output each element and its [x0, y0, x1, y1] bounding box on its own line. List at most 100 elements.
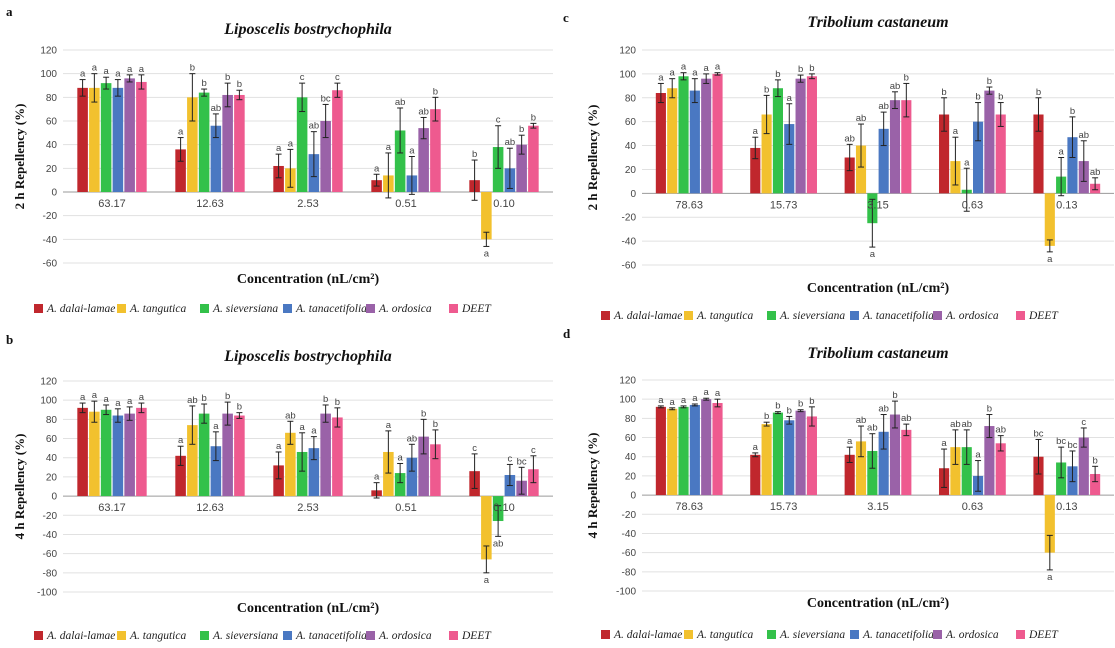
bar [889, 100, 901, 194]
legend-swatch [283, 304, 292, 313]
panel-b: b Liposcelis bostrychophila -100 -80 -60 -40 -… [0, 324, 557, 648]
significance-label: b [237, 79, 242, 90]
legend-swatch [850, 311, 859, 320]
panel-label-a: a [6, 4, 13, 19]
significance-label: b [1036, 87, 1041, 98]
bar [528, 125, 539, 192]
bar [332, 417, 343, 497]
legend-label: A. ordosica [945, 629, 999, 641]
significance-label: ab [395, 97, 406, 108]
significance-label: b [201, 393, 206, 404]
bar [136, 407, 147, 497]
significance-label: ab [878, 101, 889, 112]
category-label: 63.17 [98, 198, 126, 210]
y-axis-label-c: 2 h Repellency (%) [585, 105, 600, 211]
significance-label: ab [995, 425, 1006, 436]
legend-swatch [34, 631, 43, 640]
y-tick-label: -100 [616, 587, 636, 598]
legend-label: A. sieversiana [779, 629, 845, 641]
significance-label: a [692, 393, 698, 404]
significance-label: a [374, 472, 380, 483]
y-tick-label: 60 [625, 117, 637, 128]
significance-label: b [1092, 455, 1097, 466]
significance-label: c [531, 445, 536, 456]
bar [667, 408, 678, 496]
significance-label: a [299, 422, 305, 433]
bar [332, 90, 343, 192]
x-axis-label-d: Concentration (nL/cm²) [807, 596, 950, 611]
bar [77, 87, 88, 192]
bar [761, 424, 772, 496]
legend-swatch [283, 631, 292, 640]
bar [712, 73, 723, 194]
significance-label: bc [1067, 440, 1077, 451]
significance-label: b [237, 402, 242, 413]
category-label: 0.63 [962, 199, 983, 211]
bar [901, 100, 912, 194]
significance-label: c [496, 115, 501, 126]
legend-label: A. dalai-lamae [613, 629, 682, 641]
bar [973, 121, 984, 194]
significance-label: a [92, 63, 98, 74]
bar [855, 441, 867, 496]
legend-swatch [933, 311, 942, 320]
category-label: 0.13 [1056, 199, 1077, 211]
significance-label: a [715, 388, 721, 399]
significance-label: a [670, 397, 676, 408]
legend-swatch [850, 630, 859, 639]
panel-label-c: c [563, 10, 569, 25]
category-label: 3.15 [867, 501, 888, 513]
significance-label: a [484, 575, 490, 586]
bar [234, 94, 245, 192]
significance-label: a [715, 62, 721, 73]
significance-label: b [190, 63, 195, 74]
y-tick-label: 0 [630, 491, 636, 502]
bar [701, 399, 712, 496]
bar [889, 414, 901, 496]
bar [1033, 456, 1044, 496]
bar [492, 147, 504, 192]
significance-label: ab [211, 103, 222, 114]
significance-label: ab [961, 419, 972, 430]
bar [210, 446, 222, 497]
significance-label: c [508, 453, 513, 464]
significance-label: a [139, 64, 145, 75]
y-tick-label: 40 [625, 141, 637, 152]
significance-label: a [484, 248, 490, 259]
significance-label: c [300, 72, 305, 83]
legend-label: A. tangutica [696, 629, 753, 641]
legend-label: A. tanacetifolia [862, 310, 934, 322]
significance-label: a [213, 421, 219, 432]
y-tick-label: 100 [40, 396, 57, 407]
bar [855, 145, 867, 194]
significance-label: a [1047, 572, 1053, 583]
significance-label: b [225, 391, 230, 402]
significance-label: b [941, 87, 946, 98]
chart-title-b: Liposcelis bostrychophila [223, 348, 392, 365]
significance-label: a [178, 127, 184, 138]
significance-label: b [809, 396, 814, 407]
y-tick-label: -20 [43, 511, 58, 522]
bar [1044, 193, 1055, 246]
significance-label: b [775, 69, 780, 80]
bar [1090, 473, 1101, 496]
bar [320, 413, 331, 497]
bar [655, 406, 666, 496]
significance-label: a [311, 426, 317, 437]
bar [689, 90, 700, 194]
bar [516, 144, 527, 192]
significance-label: b [764, 411, 769, 422]
bar [77, 407, 88, 497]
legend-label: A. ordosica [378, 303, 432, 315]
y-tick-label: 0 [630, 189, 636, 200]
significance-label: a [139, 392, 145, 403]
bar [89, 87, 100, 192]
bar [806, 76, 817, 194]
bar [867, 450, 878, 496]
chart-title-c: Tribolium castaneum [807, 14, 948, 31]
significance-label: a [704, 387, 710, 398]
significance-label: a [115, 398, 121, 409]
bar [187, 425, 198, 497]
significance-label: a [115, 69, 121, 80]
category-label: 0.10 [493, 198, 514, 210]
